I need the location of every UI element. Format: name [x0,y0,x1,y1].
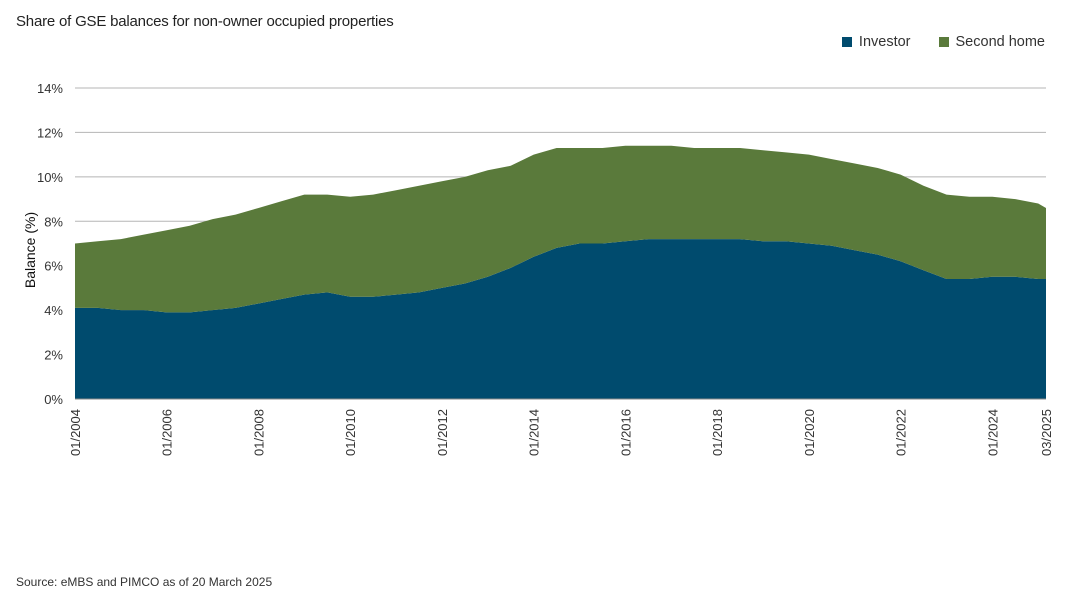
legend-item-investor: Investor [841,34,911,50]
x-tick-label: 01/2010 [343,409,358,456]
y-axis-label: Balance (%) [22,212,38,288]
x-tick-label: 01/2006 [160,409,175,456]
x-tick-label: 01/2020 [802,409,817,456]
y-tick-label: 2% [44,348,63,363]
legend-item-second-home: Second home [938,34,1045,50]
x-tick-label: 01/2008 [252,409,267,456]
area-investor [75,239,1046,399]
legend-label-investor: Investor [858,34,911,50]
axes: 0% 2% 4% 6% 8% 10% 12% 14% 01/2004 01/2006 01/2008… [37,81,1054,456]
legend-label-second-home: Second home [955,34,1045,50]
chart-title: Share of GSE balances for non-owner occu… [16,13,394,30]
legend-swatch-investor [841,37,852,47]
area-second-home [75,145,1046,313]
y-tick-label: 14% [37,81,63,96]
source-note: Source: eMBS and PIMCO as of 20 March 20… [16,575,273,589]
y-tick-label: 6% [44,259,63,274]
x-tick-label: 01/2016 [618,409,633,456]
x-tick-label: 03/2025 [1039,409,1054,456]
x-tick-label: 01/2004 [68,409,83,456]
y-tick-label: 0% [44,392,63,407]
y-tick-label: 8% [44,214,63,229]
area-series [75,145,1046,399]
legend: Investor Second home [841,34,1045,50]
x-tick-label: 01/2018 [710,409,725,456]
y-tick-label: 10% [37,170,63,185]
y-tick-label: 4% [44,303,63,318]
x-tick-label: 01/2024 [985,409,1000,456]
x-tick-label: 01/2012 [435,409,450,456]
x-tick-label: 01/2014 [527,409,542,456]
x-tick-label: 01/2022 [894,409,909,456]
legend-swatch-second-home [938,37,949,47]
y-tick-label: 12% [37,125,63,140]
